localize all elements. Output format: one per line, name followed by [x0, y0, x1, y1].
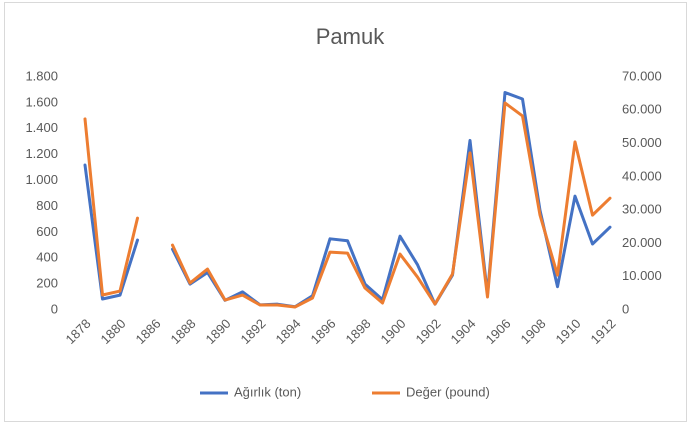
chart-border [4, 2, 687, 422]
series-line [83, 101, 612, 309]
y2-tick-label: 0 [622, 301, 629, 316]
y2-tick-label: 60.000 [622, 102, 662, 117]
y-tick-label: 0 [51, 301, 58, 316]
y2-tick-label: 50.000 [622, 135, 662, 150]
y2-tick-label: 30.000 [622, 202, 662, 217]
y-tick-label: 800 [36, 198, 58, 213]
y-tick-label: 1.400 [25, 120, 58, 135]
y2-tick-label: 40.000 [622, 168, 662, 183]
y-tick-label: 1.200 [25, 146, 58, 161]
legend-label: Ağırlık (ton) [234, 384, 301, 399]
y-tick-label: 1.000 [25, 172, 58, 187]
y2-tick-label: 10.000 [622, 268, 662, 283]
legend-label: Değer (pound) [406, 384, 490, 399]
y-tick-label: 400 [36, 250, 58, 265]
y-tick-label: 600 [36, 224, 58, 239]
chart-title: Pamuk [316, 24, 385, 49]
y-tick-label: 1.600 [25, 94, 58, 109]
y2-tick-label: 20.000 [622, 235, 662, 250]
y-tick-label: 1.800 [25, 68, 58, 83]
y2-tick-label: 70.000 [622, 68, 662, 83]
y-tick-label: 200 [36, 276, 58, 291]
